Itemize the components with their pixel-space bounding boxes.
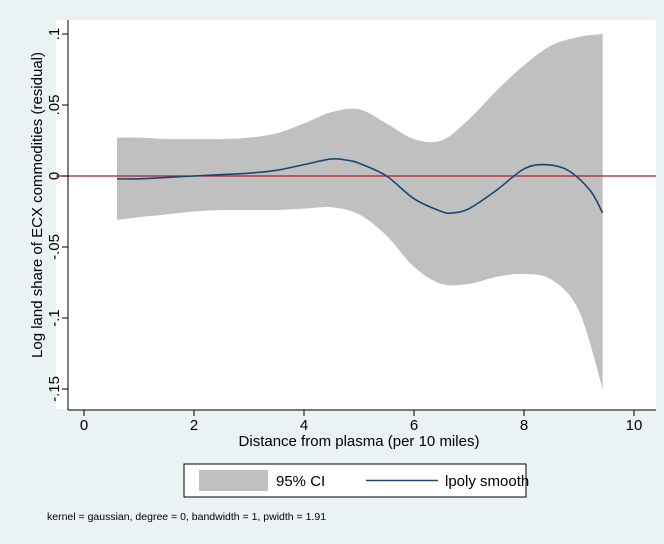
y-tick-label: .1 [46, 28, 63, 41]
x-tick-label: 4 [300, 417, 308, 434]
legend-swatch-ci [199, 470, 268, 491]
y-tick-label: -.1 [46, 309, 63, 327]
x-tick-label: 8 [520, 417, 528, 434]
x-tick-label: 0 [80, 417, 88, 434]
legend-label-smooth: lpoly smooth [445, 473, 529, 490]
y-tick-label: 0 [46, 172, 63, 180]
x-tick-label: 6 [410, 417, 418, 434]
x-axis-label: Distance from plasma (per 10 miles) [239, 433, 480, 450]
y-tick-label: -.15 [46, 376, 63, 402]
y-tick-label: .05 [46, 95, 63, 116]
x-tick-label: 10 [626, 417, 643, 434]
y-axis-label: Log land share of ECX commodities (resid… [29, 52, 46, 358]
y-tick-label: -.05 [46, 234, 63, 260]
chart-note: kernel = gaussian, degree = 0, bandwidth… [47, 511, 326, 523]
legend: 95% CI lpoly smooth [184, 464, 529, 497]
x-tick-label: 2 [190, 417, 198, 434]
legend-label-ci: 95% CI [276, 473, 325, 490]
